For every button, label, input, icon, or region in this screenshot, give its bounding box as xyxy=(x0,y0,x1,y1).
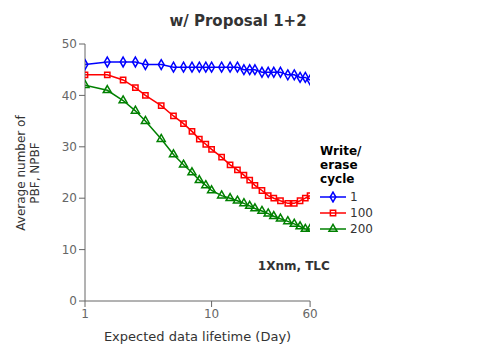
svg-text:Expected data lifetime (Day): Expected data lifetime (Day) xyxy=(104,329,291,344)
html-text:200: 200 xyxy=(350,222,373,236)
svg-text:20: 20 xyxy=(62,191,77,205)
html-text:w/ Proposal 1+2: w/ Proposal 1+2 xyxy=(169,12,307,30)
svg-text:30: 30 xyxy=(62,140,77,154)
html-text:100: 100 xyxy=(350,206,373,220)
html-text:Write/ erase cycle: Write/ erase cycle xyxy=(320,144,362,186)
svg-text:0: 0 xyxy=(69,294,77,308)
html-text:Average number of PBF, NPBF: Average number of PBF, NPBF xyxy=(14,114,42,231)
html-text:1: 1 xyxy=(350,190,358,204)
svg-text:10: 10 xyxy=(204,307,219,321)
html-text:1Xnm, TLC: 1Xnm, TLC xyxy=(257,259,330,274)
svg-text:50: 50 xyxy=(62,37,77,51)
svg-text:40: 40 xyxy=(62,89,77,103)
svg-text:10: 10 xyxy=(62,243,77,257)
svg-text:60: 60 xyxy=(302,307,317,321)
svg-text:1: 1 xyxy=(81,307,89,321)
